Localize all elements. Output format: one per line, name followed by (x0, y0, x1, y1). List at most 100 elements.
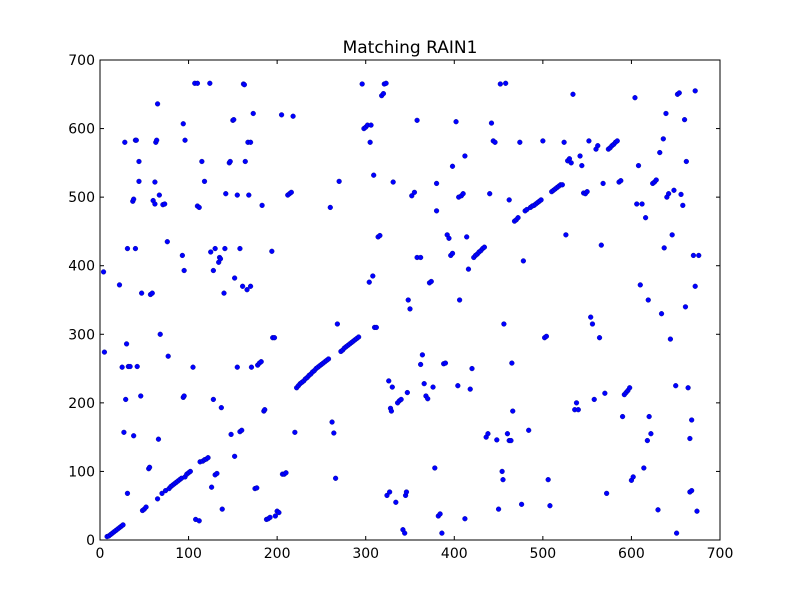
data-point (272, 513, 278, 519)
data-point (682, 304, 689, 310)
data-point (132, 245, 139, 252)
data-point (179, 252, 185, 259)
data-point (208, 249, 214, 255)
x-tick-label: 200 (264, 546, 291, 562)
data-point (676, 90, 682, 96)
data-point (589, 321, 596, 327)
data-point (390, 179, 396, 185)
data-point (575, 407, 581, 413)
data-point (219, 506, 225, 512)
data-point (136, 158, 142, 165)
data-point (634, 201, 640, 207)
data-point (428, 278, 434, 285)
data-point (673, 383, 679, 389)
data-point (547, 503, 553, 509)
data-point (123, 341, 130, 347)
data-point (591, 396, 597, 403)
data-point (222, 245, 228, 252)
data-point (619, 413, 626, 420)
data-point (162, 201, 168, 207)
data-point (492, 139, 498, 145)
data-point (495, 506, 502, 512)
data-point (425, 396, 431, 402)
data-point (570, 91, 576, 97)
y-tick-label: 500 (68, 190, 95, 206)
data-point (669, 232, 675, 238)
data-point (329, 419, 335, 425)
y-tick-label: 200 (68, 396, 95, 412)
data-point (639, 201, 645, 207)
data-point (653, 177, 659, 183)
data-point (331, 430, 337, 436)
data-point (237, 245, 243, 252)
data-point (121, 429, 127, 435)
data-point (508, 437, 514, 444)
data-point (288, 189, 294, 195)
data-point (421, 381, 427, 387)
data-point (692, 88, 698, 94)
data-point (680, 202, 686, 208)
data-point (356, 334, 362, 340)
data-point (402, 530, 408, 536)
data-point (247, 139, 254, 145)
data-point (389, 384, 395, 390)
data-point (165, 353, 171, 359)
data-point (377, 232, 383, 239)
data-point (460, 191, 466, 197)
data-point (182, 137, 188, 143)
y-tick-label: 400 (68, 259, 95, 275)
data-point (333, 475, 339, 481)
data-point (100, 269, 107, 275)
data-point (678, 191, 684, 198)
x-tick-label: 0 (96, 546, 105, 562)
data-point (449, 250, 456, 256)
data-point (370, 273, 376, 279)
data-point (380, 90, 387, 97)
data-point (538, 197, 544, 203)
data-point (600, 180, 606, 187)
data-point (212, 245, 218, 252)
data-point (577, 153, 583, 159)
data-point (123, 396, 129, 403)
data-point (648, 431, 654, 437)
data-point (407, 306, 413, 312)
data-point (154, 496, 161, 502)
data-point (673, 530, 680, 536)
data-point (584, 189, 590, 195)
data-point (210, 267, 216, 274)
data-point (368, 122, 374, 128)
data-point (657, 149, 663, 156)
data-point (467, 386, 473, 392)
data-point (147, 464, 153, 470)
data-point (248, 364, 255, 370)
data-point (499, 468, 505, 475)
data-point (689, 417, 695, 423)
data-point (411, 189, 418, 195)
data-point (122, 139, 128, 145)
data-point (462, 516, 468, 522)
data-point (510, 408, 516, 414)
data-point (455, 383, 461, 389)
data-point (645, 297, 651, 303)
data-point (517, 139, 523, 145)
data-point (414, 117, 420, 123)
data-point (139, 290, 145, 296)
data-point (488, 120, 495, 126)
data-point (497, 81, 503, 87)
data-point (694, 508, 700, 514)
data-point (671, 187, 677, 193)
data-point (181, 267, 187, 274)
data-point (642, 215, 649, 221)
data-point (269, 248, 275, 254)
data-point (692, 283, 698, 289)
data-point (418, 361, 424, 368)
data-point (138, 393, 144, 399)
data-point (545, 477, 551, 483)
data-point (325, 356, 332, 362)
data-point (520, 258, 526, 264)
x-tick-label: 500 (529, 546, 556, 562)
data-point (641, 465, 647, 471)
y-tick-label: 100 (68, 464, 95, 480)
data-point (663, 110, 669, 117)
